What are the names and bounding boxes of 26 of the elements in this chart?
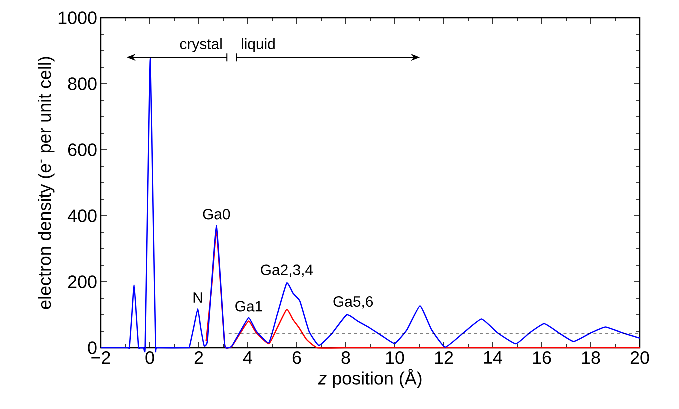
x-tick-label: 16 (533, 352, 552, 364)
annotation: Ga1 (236, 301, 262, 312)
x-tick-label: 4 (243, 352, 252, 364)
x-tick-label: 18 (582, 352, 600, 364)
line-series (206, 230, 641, 349)
annotation: Ga2,3,4 (261, 264, 314, 278)
y-tick-label: 200 (68, 276, 97, 288)
x-tick-label: 8 (342, 352, 350, 364)
y-tick-label: 1000 (58, 12, 97, 24)
y-axis-title: electron density (e$^{-}$ per unit cell) (38, 57, 55, 310)
x-tick-label: 14 (484, 352, 502, 364)
y-tick-label: 800 (68, 78, 97, 90)
annotation: Ga5,6 (334, 296, 374, 309)
y-tick-label: 400 (68, 210, 97, 222)
y-tick-label: 600 (68, 144, 97, 156)
x-axis-title: z position (Å) (318, 369, 422, 388)
x-tick-label: 6 (292, 352, 302, 364)
annotation: N (194, 292, 202, 303)
x-tick-label: 12 (435, 352, 454, 364)
x-tick-label: 20 (630, 352, 650, 364)
annotation: crystal (180, 38, 222, 52)
annotation: Ga0 (203, 209, 230, 220)
x-tick-label: 2 (194, 352, 204, 364)
x-tick-label: 10 (386, 352, 404, 364)
annotation: liquid (242, 38, 275, 52)
x-tick-label: 0 (146, 352, 154, 364)
